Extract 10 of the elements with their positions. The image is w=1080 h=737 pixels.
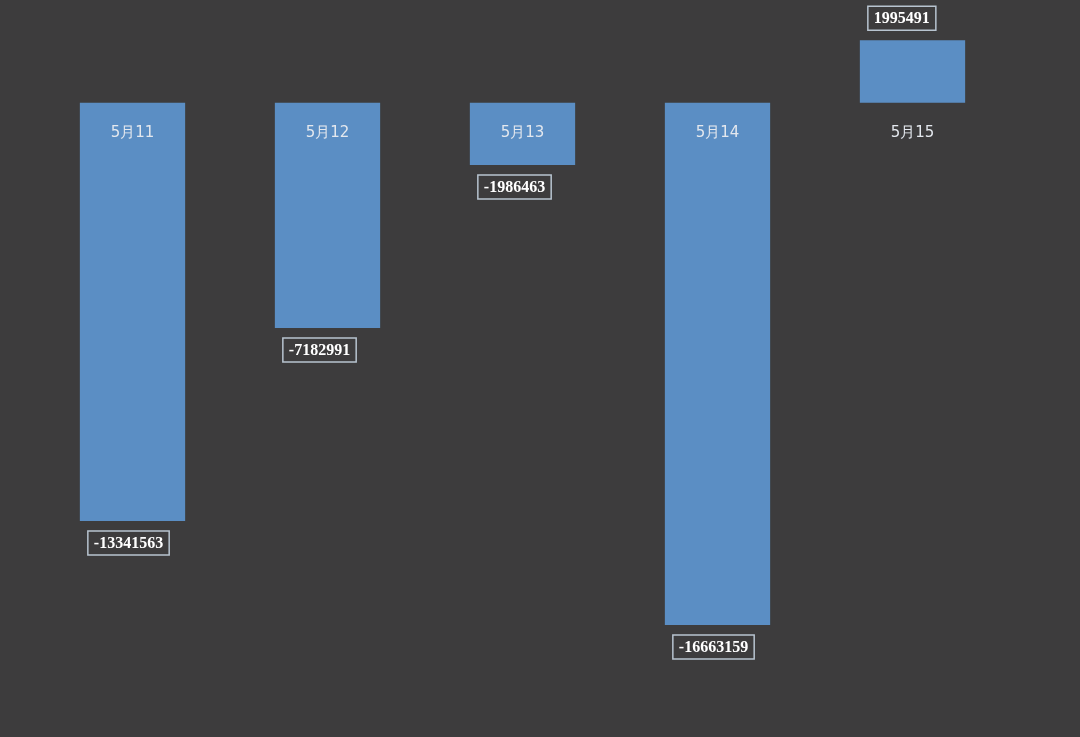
data-label: -16663159 (678, 638, 749, 656)
data-label: 1995491 (873, 9, 930, 27)
data-label: -1986463 (483, 178, 546, 196)
x-tick-label: 5月13 (500, 122, 545, 141)
x-tick-label: 5月14 (695, 122, 740, 141)
x-tick-label: 5月11 (110, 122, 155, 141)
x-tick-label: 5月15 (890, 122, 935, 141)
data-label: -7182991 (288, 341, 351, 359)
data-label: -13341563 (93, 534, 164, 552)
x-tick-label: 5月12 (305, 122, 350, 141)
